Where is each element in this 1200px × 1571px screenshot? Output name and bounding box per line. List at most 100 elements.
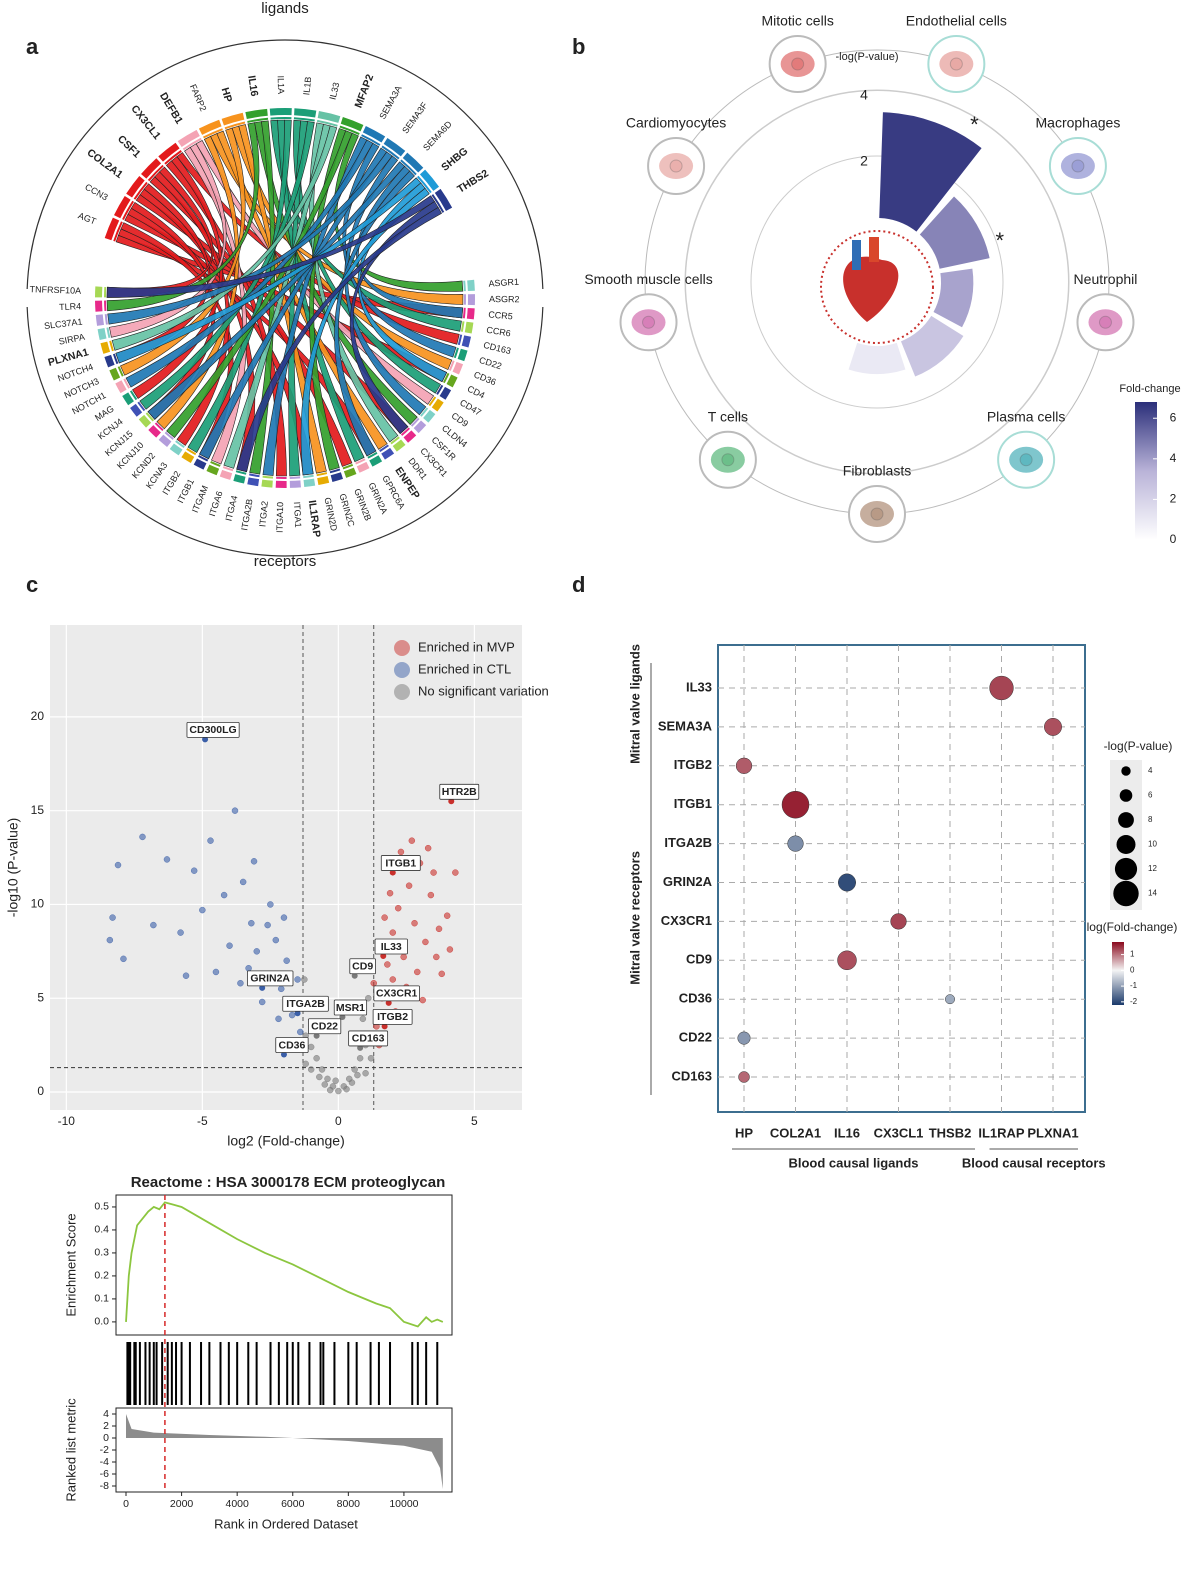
node-label: ITGA1	[292, 501, 303, 528]
node-label: IL1B	[301, 76, 313, 95]
ribbon	[125, 139, 374, 388]
ligand-arc	[114, 195, 131, 219]
receptor-arc	[95, 286, 103, 298]
point	[258, 998, 266, 1006]
ribbon	[195, 140, 435, 405]
point	[381, 914, 388, 921]
receptor-arc	[452, 361, 464, 375]
point-label: CD36	[279, 1039, 306, 1051]
y-tick-label: 0.4	[94, 1224, 109, 1236]
receptor-arc	[100, 341, 111, 354]
ligand-bracket	[26, 39, 544, 290]
metric-area	[126, 1414, 443, 1489]
y-tick-label: 0.3	[94, 1247, 109, 1259]
receptor-arc	[247, 477, 260, 487]
x-category-label: CX3CL1	[874, 1125, 924, 1140]
point	[414, 968, 421, 976]
point	[430, 869, 437, 876]
point	[182, 972, 190, 979]
legend-swatch	[394, 684, 410, 700]
receptor-arc	[467, 294, 475, 306]
panel-letter: b	[572, 34, 585, 59]
ribbon	[334, 170, 415, 457]
ribbon	[184, 146, 248, 465]
point	[106, 936, 114, 944]
colorbar	[1135, 402, 1157, 540]
point	[405, 882, 413, 889]
category-label: Smooth muscle cells	[584, 271, 712, 287]
point	[351, 1066, 358, 1073]
ribbon	[166, 130, 353, 438]
labeled-point	[259, 984, 266, 991]
legend-label: Enriched in CTL	[418, 661, 511, 676]
y-tick-label: 10	[31, 897, 45, 911]
cell-icon-nucleus	[721, 453, 735, 467]
point	[177, 929, 184, 936]
ligand-inner-arc	[381, 145, 400, 160]
x-category-label: IL1RAP	[978, 1125, 1025, 1140]
point	[389, 929, 397, 936]
plot-frame	[717, 644, 1086, 1113]
node-label: AGT	[77, 210, 98, 226]
point	[324, 1075, 331, 1083]
point	[433, 953, 440, 961]
x-tick-label: 10000	[389, 1498, 418, 1510]
ribbon	[139, 121, 315, 410]
bar	[813, 273, 825, 313]
receptor-arc	[457, 348, 468, 362]
bottom-label: receptors	[254, 553, 317, 570]
receptor-arc	[289, 480, 301, 488]
receptor-inner-arc	[104, 286, 107, 298]
dot	[738, 1071, 750, 1083]
node-label: SEMA6D	[421, 119, 454, 153]
ribbon	[156, 135, 240, 430]
node-label: SEMA3F	[400, 100, 430, 135]
ribbon	[236, 206, 442, 473]
node-label: CSF1	[115, 133, 143, 160]
ligand-arc	[158, 142, 180, 162]
point	[446, 946, 454, 953]
ribbon	[199, 147, 388, 460]
receptor-arc	[403, 430, 417, 443]
ligand-arc	[126, 176, 145, 198]
point	[245, 964, 252, 972]
label-box	[439, 783, 480, 800]
ligand-inner-arc	[224, 121, 246, 130]
vessel	[852, 240, 861, 270]
point	[384, 961, 391, 968]
receptor-arc	[138, 414, 152, 428]
receptor-arc	[95, 314, 104, 326]
receptor-inner-arc	[457, 334, 463, 346]
point	[443, 912, 451, 919]
cell-icon-nucleus	[791, 57, 805, 71]
receptor-arc	[467, 279, 475, 292]
point	[318, 1066, 326, 1073]
point-label: IL33	[381, 941, 402, 953]
ribbon	[106, 122, 260, 312]
point	[354, 1071, 361, 1079]
ligand-arc	[340, 117, 364, 132]
point	[302, 1060, 309, 1068]
r-tick-label: 2	[860, 153, 868, 169]
receptor-inner-arc	[112, 353, 119, 365]
receptor-inner-arc	[276, 476, 287, 479]
node-label: SLC37A1	[44, 317, 83, 331]
point	[301, 976, 308, 983]
point-label: HTR2B	[442, 786, 477, 798]
color-legend-label: -2	[1130, 997, 1138, 1006]
ribbon	[111, 125, 338, 351]
label-box	[349, 958, 376, 975]
heart	[843, 256, 899, 322]
dot	[837, 950, 857, 971]
node-label: FARP2	[188, 83, 209, 113]
receptor-arc	[109, 367, 121, 381]
bar	[933, 268, 974, 328]
category-label: Fibroblasts	[843, 463, 911, 479]
axis-label: -log(P-value)	[836, 51, 899, 63]
legend-label: Enriched in MVP	[418, 639, 515, 654]
point	[283, 957, 290, 964]
point	[297, 1028, 304, 1036]
receptor-inner-arc	[104, 314, 108, 325]
receptor-inner-arc	[367, 451, 378, 459]
x-tick-label: -5	[197, 1114, 208, 1128]
